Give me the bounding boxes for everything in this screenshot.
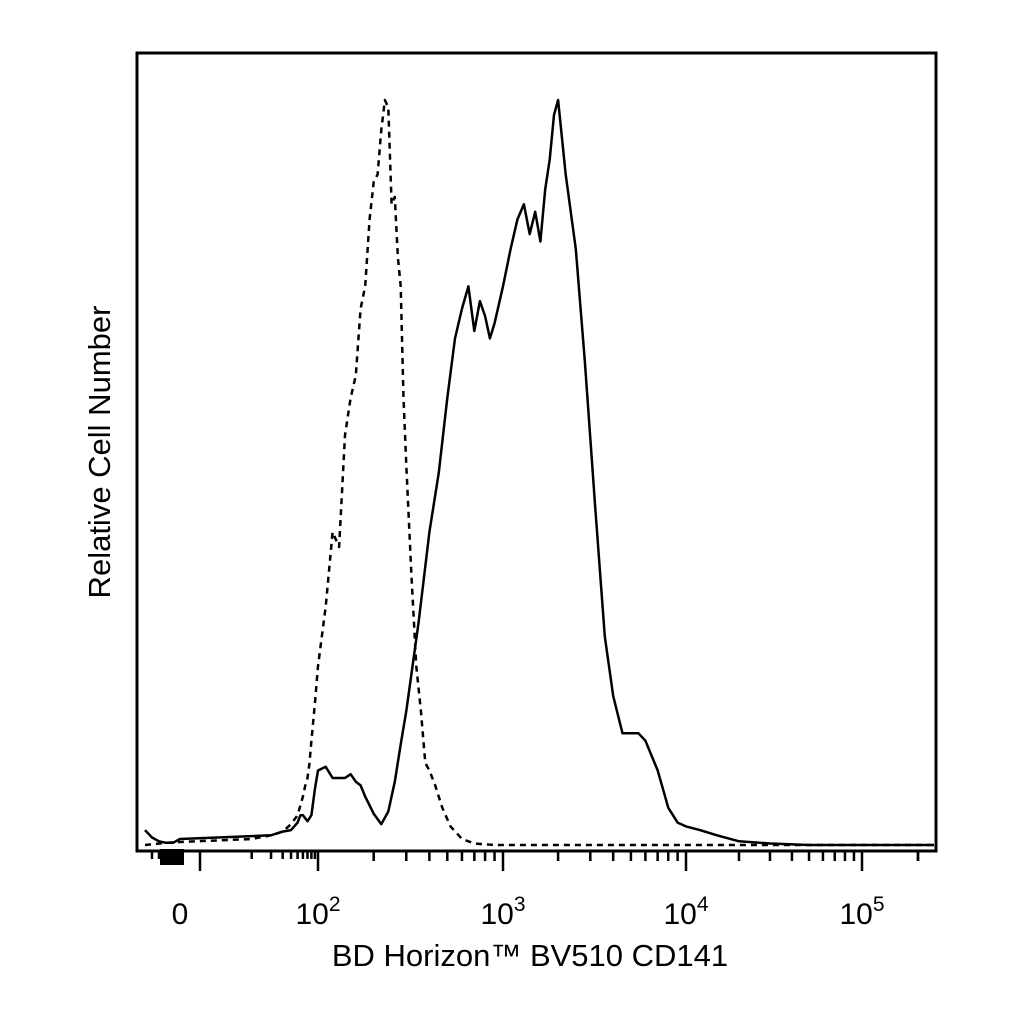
plot-frame [135,51,938,853]
x-axis-ticks [150,849,920,871]
y-axis-label: Relative Cell Number [82,306,117,599]
x-tick-label: 104 [663,893,708,931]
origin-tick-cluster [160,849,184,865]
histogram-series [144,98,934,847]
x-tick-label: 102 [295,893,340,931]
x-tick-label: 103 [480,893,525,931]
x-axis-tick-labels: 0 102 103 104 105 [172,893,885,931]
x-tick-label: 0 [172,898,189,931]
histogram-curve-dashed [144,98,934,847]
histogram-curve-solid [144,98,934,847]
x-tick-label: 105 [839,893,884,931]
x-axis-label: BD Horizon™ BV510 CD141 [332,938,728,973]
